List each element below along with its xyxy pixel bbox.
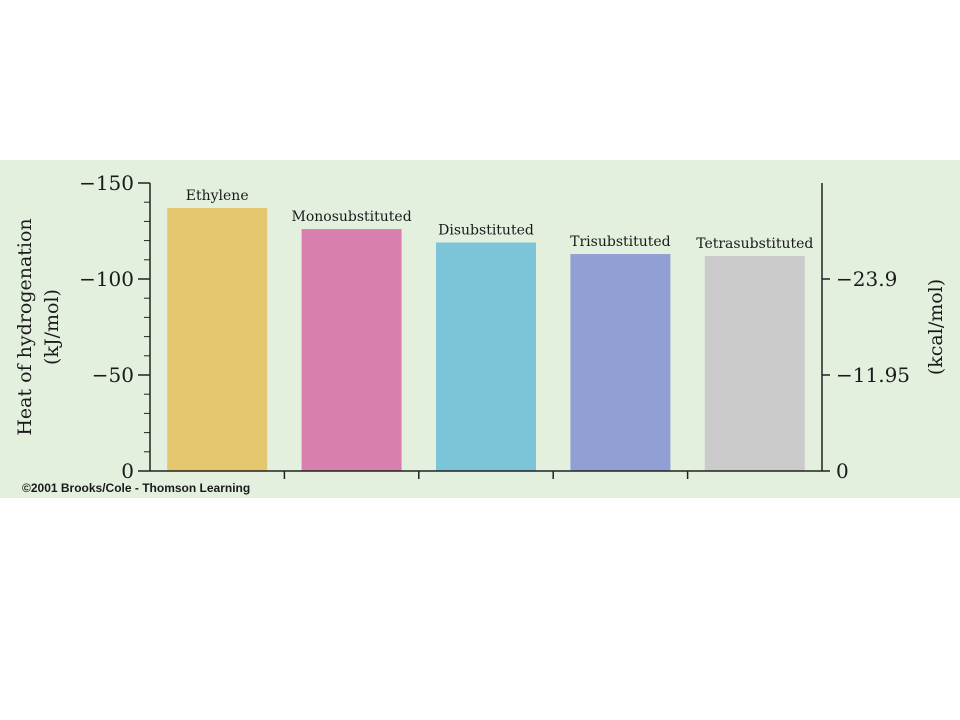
- bar-label-disubstituted: Disubstituted: [438, 223, 534, 239]
- x-axis-ticks: [283, 471, 689, 479]
- copyright-notice: ©2001 Brooks/Cole - Thomson Learning: [22, 481, 250, 495]
- y-axis-title: Heat of hydrogenation: [14, 218, 36, 435]
- y-tick-label: −150: [79, 171, 134, 195]
- y2-axis-title: (kcal/mol): [925, 279, 947, 375]
- bar-label-ethylene: Ethylene: [186, 188, 249, 204]
- bar-label-tetrasubstituted: Tetrasubstituted: [696, 236, 813, 252]
- bar-disubstituted: [436, 242, 536, 471]
- bar-chart: Ethylene Monosubstituted Disubstituted Tris…: [0, 160, 960, 498]
- y2-tick-label: 0: [836, 459, 849, 483]
- y2-tick-label: −11.95: [836, 363, 910, 387]
- bars: Ethylene Monosubstituted Disubstituted Tris…: [167, 188, 813, 471]
- left-y-ticks: −150 −100 −50 0: [79, 171, 150, 483]
- bar-ethylene: [167, 207, 268, 471]
- right-y-ticks: −23.9 −11.95 0: [822, 267, 910, 483]
- chart-panel: Ethylene Monosubstituted Disubstituted Tris…: [0, 160, 960, 498]
- y-tick-label: −100: [79, 267, 134, 291]
- y2-tick-label: −23.9: [836, 267, 897, 291]
- bar-trisubstituted: [570, 254, 671, 471]
- bar-monosubstituted: [301, 229, 402, 471]
- y-tick-label: 0: [121, 459, 134, 483]
- y-tick-label: −50: [92, 363, 134, 387]
- bar-tetrasubstituted: [704, 255, 805, 471]
- bar-label-trisubstituted: Trisubstituted: [570, 234, 671, 250]
- bar-label-monosubstituted: Monosubstituted: [292, 209, 412, 225]
- y-axis-unit: (kJ/mol): [41, 289, 63, 365]
